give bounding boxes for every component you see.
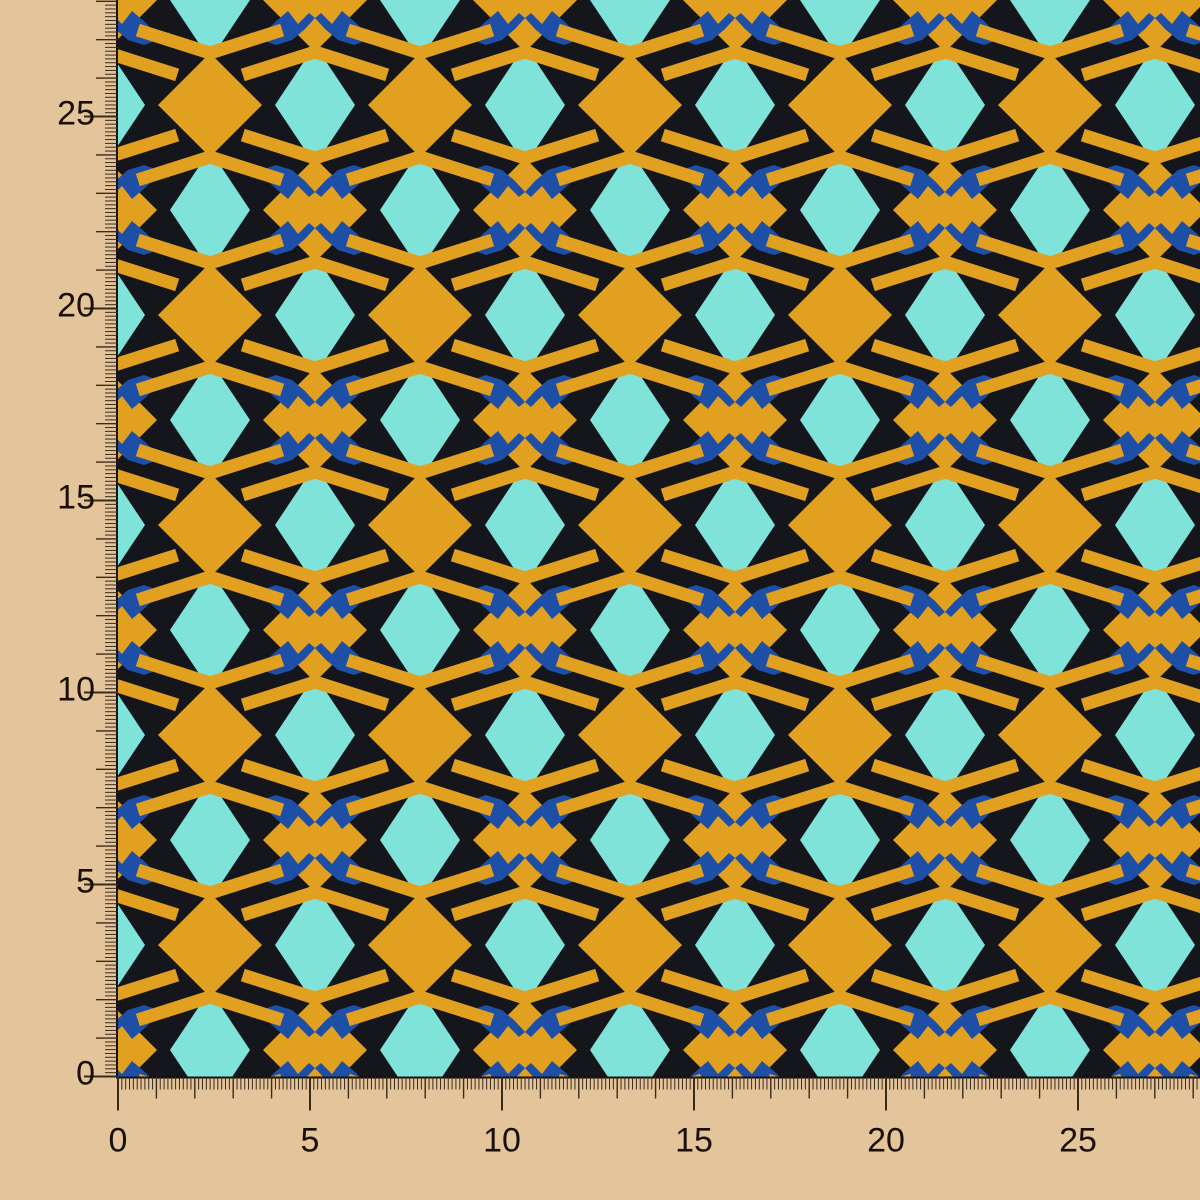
svg-text:20: 20 (57, 287, 95, 325)
svg-text:25: 25 (57, 95, 95, 133)
svg-text:5: 5 (76, 863, 95, 901)
svg-text:0: 0 (109, 1122, 128, 1160)
svg-text:25: 25 (1059, 1122, 1097, 1160)
svg-text:15: 15 (675, 1122, 713, 1160)
svg-text:10: 10 (483, 1122, 521, 1160)
svg-text:10: 10 (57, 671, 95, 709)
svg-text:15: 15 (57, 479, 95, 517)
svg-text:20: 20 (867, 1122, 905, 1160)
svg-text:0: 0 (76, 1055, 95, 1093)
svg-text:5: 5 (301, 1122, 320, 1160)
